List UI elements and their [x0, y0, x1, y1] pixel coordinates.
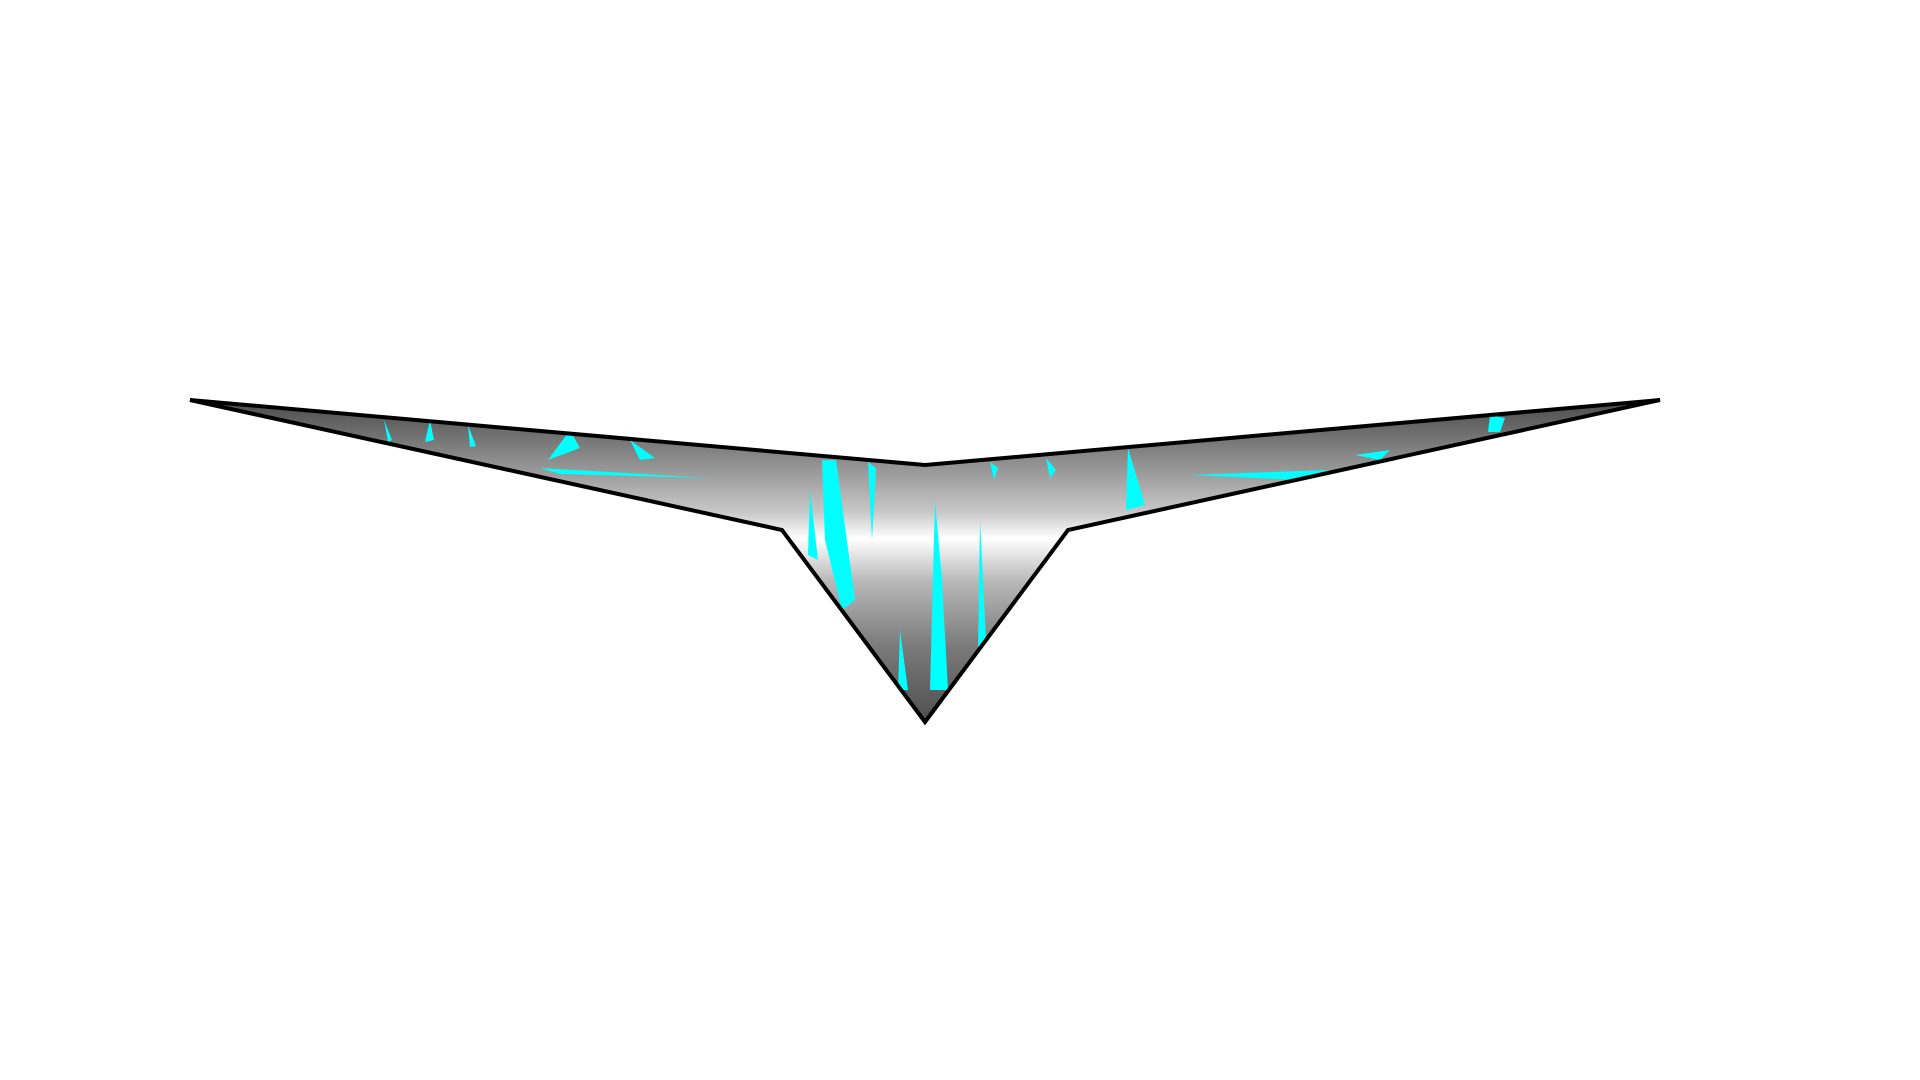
cyan-streak — [1046, 458, 1056, 478]
cyan-streak — [540, 468, 710, 478]
cyan-streaks — [384, 415, 1505, 690]
cyan-streak — [808, 490, 818, 560]
emblem-outline — [189, 398, 1661, 726]
cyan-streak — [898, 630, 908, 690]
cyan-streak — [868, 462, 876, 540]
cyan-streak — [630, 440, 655, 460]
cyan-streak — [822, 460, 855, 610]
cyan-streak — [384, 420, 392, 442]
cyan-streak — [468, 425, 476, 447]
cyan-streak — [1126, 448, 1145, 510]
cyan-streak — [1488, 415, 1505, 432]
cyan-streak — [1355, 450, 1390, 460]
cyan-streak — [548, 430, 580, 460]
cyan-streak — [425, 420, 434, 442]
cyan-streak — [1190, 470, 1330, 480]
cyan-streak — [990, 462, 998, 480]
cyan-streak — [978, 520, 986, 650]
cyan-streak — [930, 500, 948, 690]
